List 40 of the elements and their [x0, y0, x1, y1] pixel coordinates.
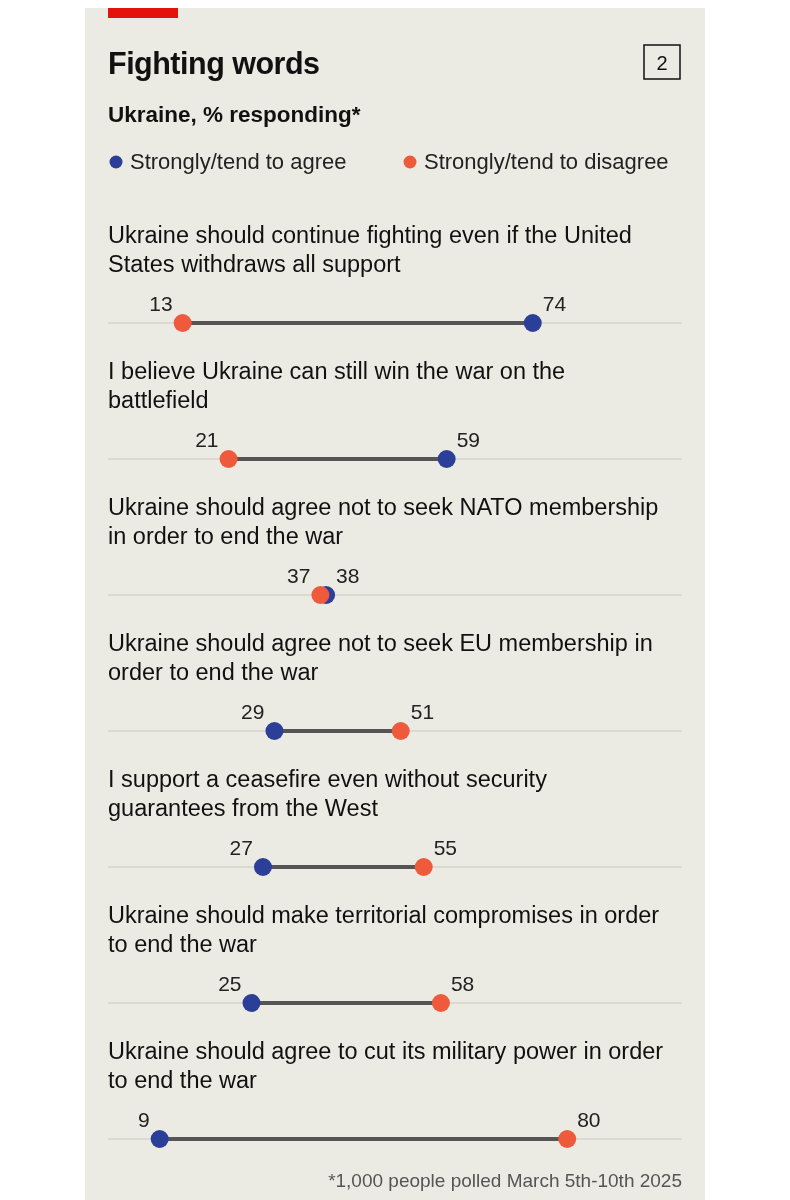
y-tick-label: Ukraine should make territorial compromises in order to end the war: [108, 902, 660, 957]
point: [311, 586, 330, 604]
point: [173, 314, 192, 332]
point: [523, 314, 542, 332]
point: [265, 722, 284, 740]
data-label: 38: [336, 564, 360, 587]
point: [150, 1130, 169, 1148]
point: [391, 722, 410, 740]
data-label: 27: [229, 836, 253, 859]
y-tick-label: Ukraine should agree not to seek NATO membership in order to end the war: [108, 494, 659, 549]
point: [253, 858, 272, 876]
chart-title: Fighting words: [108, 46, 320, 81]
data-label: 58: [450, 972, 475, 995]
annotation: *1,000 people polled March 5th-10th 2025: [328, 1170, 682, 1191]
chart-subtitle: Ukraine, % responding*: [108, 102, 361, 127]
data-label: 29: [241, 700, 265, 723]
point: [219, 450, 238, 468]
y-tick-label: Ukraine should continue fighting even if the United States withdraws all support: [108, 222, 632, 277]
data-label: 25: [218, 972, 242, 995]
data-label: 74: [542, 292, 567, 315]
y-tick-label: Ukraine should agree to cut its military power in order to end the war: [108, 1038, 664, 1093]
legend-label: Strongly/tend to disagree: [424, 149, 669, 174]
point: [437, 450, 456, 468]
point: [431, 994, 450, 1012]
point: [414, 858, 433, 876]
data-label: 37: [287, 564, 311, 587]
point: [558, 1130, 577, 1148]
data-label: 59: [456, 428, 481, 451]
data-label: 9: [137, 1108, 150, 1131]
point: [242, 994, 261, 1012]
y-tick-label: I support a ceasefire even without security guarantees from the West: [108, 766, 548, 821]
data-label: 80: [577, 1108, 601, 1131]
text: 2: [656, 52, 668, 74]
data-label: 55: [433, 836, 458, 859]
data-label: 51: [410, 700, 435, 723]
legend-label: Strongly/tend to agree: [130, 149, 347, 174]
data-label: 13: [149, 292, 173, 315]
y-tick-label: Ukraine should agree not to seek EU membership in order to end the war: [108, 630, 653, 685]
data-label: 21: [195, 428, 219, 451]
y-tick-label: I believe Ukraine can still win the war on the battlefield: [108, 358, 566, 413]
